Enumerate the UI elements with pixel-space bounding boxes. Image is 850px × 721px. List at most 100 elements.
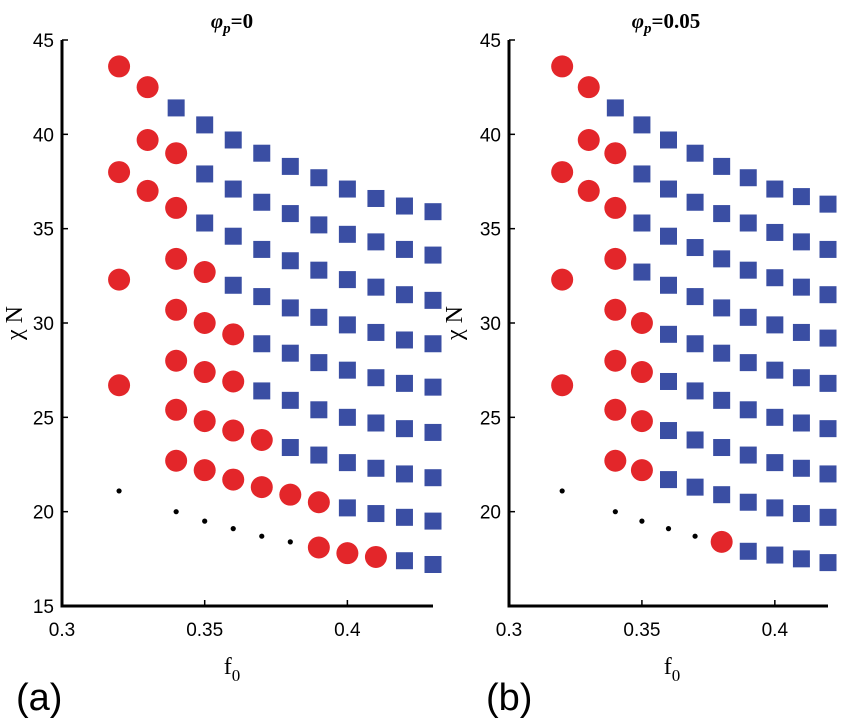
data-point-square <box>633 165 651 183</box>
data-point-square <box>686 382 704 400</box>
data-point-square <box>395 420 413 438</box>
x-axis-label: f0 <box>664 654 681 685</box>
data-point-square <box>819 195 837 213</box>
y-tick-label: 35 <box>480 220 501 241</box>
data-point-square <box>686 288 704 306</box>
data-point-circle <box>193 361 216 384</box>
data-point-dot <box>259 533 265 539</box>
data-point-square <box>310 401 328 419</box>
series-dot <box>559 488 698 539</box>
data-point-square <box>395 508 413 526</box>
data-point-square <box>253 335 271 353</box>
data-point-square <box>424 246 442 264</box>
data-point-square <box>367 414 385 432</box>
data-point-circle <box>165 298 188 321</box>
y-tick-label: 25 <box>33 408 54 429</box>
data-point-circle <box>108 55 131 78</box>
data-point-square <box>253 288 271 306</box>
data-point-circle <box>307 491 330 514</box>
data-point-square <box>338 361 356 379</box>
data-point-square <box>792 323 810 341</box>
data-point-square <box>739 214 757 232</box>
data-point-dot <box>202 518 208 524</box>
data-point-square <box>660 227 677 245</box>
data-point-square <box>686 431 704 449</box>
data-point-square <box>686 478 704 496</box>
data-point-square <box>338 180 356 198</box>
data-point-square <box>792 459 810 477</box>
data-point-circle <box>364 545 387 568</box>
data-point-square <box>367 369 385 387</box>
data-point-circle <box>193 261 216 284</box>
data-point-square <box>395 552 413 570</box>
data-point-square <box>713 157 731 175</box>
data-point-dot <box>639 518 645 524</box>
data-point-square <box>792 550 810 568</box>
data-point-square <box>766 180 784 198</box>
y-tick-label: 20 <box>480 503 501 524</box>
data-point-dot <box>230 526 236 532</box>
data-point-circle <box>108 374 131 397</box>
data-point-square <box>766 454 784 472</box>
data-point-circle <box>551 268 574 291</box>
data-point-square <box>819 286 837 304</box>
data-point-circle <box>193 410 216 433</box>
data-point-square <box>792 233 810 251</box>
data-point-square <box>367 278 385 296</box>
series-dot <box>116 488 293 545</box>
data-point-square <box>253 193 271 211</box>
data-point-square <box>367 323 385 341</box>
data-point-square <box>792 278 810 296</box>
data-point-circle <box>630 361 653 384</box>
data-point-circle <box>577 179 600 202</box>
data-point-square <box>739 446 757 464</box>
data-point-square <box>713 250 731 268</box>
data-point-square <box>660 422 677 440</box>
data-point-square <box>739 401 757 419</box>
data-point-square <box>739 542 757 560</box>
data-point-square <box>310 354 328 372</box>
y-tick-label: 45 <box>33 31 54 52</box>
data-point-square <box>819 465 837 483</box>
y-axis-label: χ N <box>2 306 28 341</box>
y-tick-label: 25 <box>480 408 501 429</box>
data-point-square <box>395 197 413 215</box>
series-circle <box>108 55 387 568</box>
x-tick-label: 0.35 <box>623 620 660 641</box>
y-tick-label: 40 <box>33 125 54 146</box>
data-point-square <box>310 308 328 326</box>
x-tick-label: 0.3 <box>49 620 75 641</box>
data-point-square <box>660 471 677 489</box>
data-point-circle <box>630 312 653 334</box>
y-axis-label-greek: χ <box>2 329 28 341</box>
data-point-square <box>766 223 784 241</box>
data-point-circle <box>604 398 627 421</box>
data-point-square <box>606 99 624 117</box>
data-point-square <box>713 486 731 504</box>
data-point-square <box>424 469 442 487</box>
data-point-square <box>281 205 299 223</box>
data-point-square <box>338 499 356 517</box>
data-point-square <box>338 454 356 472</box>
data-point-square <box>338 271 356 289</box>
data-point-circle <box>551 161 574 184</box>
data-point-square <box>253 382 271 400</box>
series-square <box>606 99 837 572</box>
data-point-square <box>395 286 413 304</box>
data-point-square <box>424 378 442 396</box>
data-point-square <box>167 99 185 117</box>
data-point-circle <box>165 142 188 165</box>
y-axis-label-rest: N <box>442 306 468 329</box>
data-point-square <box>281 344 299 362</box>
data-point-square <box>281 439 299 457</box>
data-point-circle <box>604 298 627 321</box>
data-point-square <box>395 465 413 483</box>
data-point-dot <box>116 488 122 494</box>
data-point-square <box>819 420 837 438</box>
data-point-square <box>310 446 328 464</box>
data-point-circle <box>165 247 188 270</box>
data-point-circle <box>307 536 330 559</box>
series-circle <box>551 55 733 553</box>
data-point-circle <box>250 476 273 499</box>
